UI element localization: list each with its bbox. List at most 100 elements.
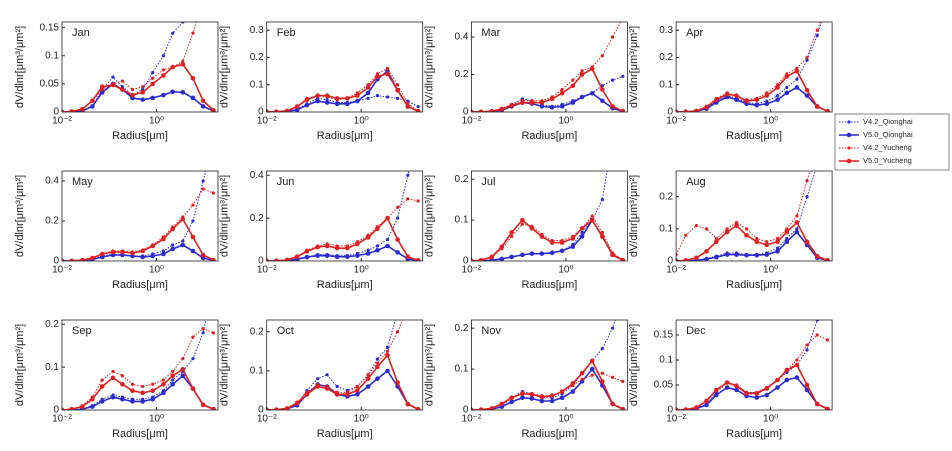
data-point	[334, 392, 340, 397]
series-line	[62, 320, 207, 410]
data-point	[529, 251, 535, 256]
plot-area	[266, 22, 423, 112]
data-point	[345, 245, 350, 251]
data-point	[775, 85, 780, 90]
y-tick-label: 0	[53, 405, 59, 416]
data-point	[151, 76, 155, 80]
x-tick-label: 10⁻²	[257, 414, 277, 425]
data-point	[704, 256, 709, 261]
data-point	[795, 77, 799, 81]
data-point	[676, 258, 679, 261]
series-line	[266, 72, 419, 112]
data-point	[499, 106, 505, 112]
data-point	[334, 254, 340, 260]
data-point	[334, 101, 340, 107]
panel-title: Sep	[72, 325, 92, 337]
series-line	[266, 216, 419, 261]
data-point	[150, 388, 155, 394]
legend-label: V5.0_Qionghai	[863, 130, 913, 139]
data-point	[600, 198, 604, 202]
data-point	[775, 246, 780, 250]
panel-title: Oct	[277, 325, 294, 337]
series-line	[676, 334, 828, 410]
series-group	[676, 131, 830, 261]
data-point	[170, 226, 175, 232]
y-tick-label: 0.1	[659, 79, 673, 90]
data-point	[80, 257, 85, 261]
x-tick-label: 10⁻²	[462, 116, 482, 127]
data-point	[417, 131, 420, 134]
data-point	[294, 104, 300, 109]
data-point	[201, 179, 205, 183]
data-point	[181, 239, 185, 243]
data-point	[826, 131, 829, 134]
data-point	[676, 109, 679, 112]
data-point	[130, 388, 135, 394]
data-point	[794, 362, 800, 368]
x-axis-label: Radius[μm]	[112, 428, 168, 440]
data-point	[191, 15, 194, 18]
legend-label: V4.2_Qionghai	[863, 117, 913, 126]
data-point	[814, 253, 820, 259]
data-point	[764, 386, 770, 391]
series-line	[676, 171, 816, 261]
data-point	[589, 358, 595, 364]
data-point	[825, 108, 830, 112]
data-point	[805, 343, 809, 347]
data-point	[529, 396, 535, 401]
data-point	[345, 101, 350, 107]
data-point	[170, 373, 175, 379]
y-axis-label: dV/dlnr[μm³/μm²]	[628, 26, 640, 108]
data-point	[406, 173, 410, 177]
data-point	[366, 373, 370, 377]
data-point	[509, 230, 514, 235]
data-point	[110, 375, 116, 381]
data-point	[620, 108, 626, 112]
series-line	[471, 320, 616, 410]
data-point	[315, 253, 320, 258]
data-point	[478, 109, 484, 112]
data-point	[191, 335, 195, 339]
series-group	[62, 15, 216, 112]
legend-marker	[846, 132, 852, 138]
plot-area	[676, 320, 833, 410]
panel: 0 0.05 0.1 0.15 10⁻² 10⁰ Radius[μm] dV/dlnr[μm³…	[628, 319, 833, 440]
data-point	[600, 347, 604, 351]
data-point	[180, 373, 186, 379]
data-point	[62, 407, 65, 410]
series-line	[62, 82, 214, 112]
x-axis-label: Radius[μm]	[521, 279, 577, 291]
data-point	[724, 380, 730, 385]
panel-title: Jan	[72, 27, 90, 39]
data-point	[406, 271, 409, 274]
data-point	[560, 87, 564, 92]
y-tick-label: 0.2	[250, 52, 264, 63]
data-point	[266, 109, 269, 112]
data-point	[815, 34, 819, 38]
data-point	[161, 92, 166, 98]
data-point	[775, 97, 780, 103]
data-point	[814, 401, 820, 407]
data-point	[180, 216, 186, 222]
panel: 0 0.1 0.2 10⁻² 10⁰ Radius[μm] dV/dlnr[μm³/μm²]…	[14, 319, 219, 440]
x-tick-label: 10⁰	[763, 414, 778, 425]
y-tick-label: 0	[463, 405, 469, 416]
data-point	[509, 399, 514, 405]
data-point	[589, 90, 595, 96]
panel: 0 0.1 0.2 10⁻² 10⁰ Radius[μm] dV/dlnr[μm³/μm²]…	[219, 271, 424, 440]
data-point	[161, 73, 166, 78]
data-point	[570, 100, 576, 105]
data-point	[415, 258, 421, 261]
data-point	[274, 407, 279, 410]
x-tick-label: 10⁻²	[462, 414, 482, 425]
data-point	[804, 387, 810, 393]
data-point	[559, 389, 565, 394]
data-point	[549, 96, 555, 102]
series-group	[266, 271, 421, 410]
data-point	[385, 66, 390, 70]
panel-title: Dec	[686, 325, 706, 337]
y-tick-label: 0	[258, 405, 264, 416]
data-point	[181, 356, 185, 361]
x-tick-label: 10⁰	[149, 414, 164, 425]
axes-box	[675, 21, 833, 113]
